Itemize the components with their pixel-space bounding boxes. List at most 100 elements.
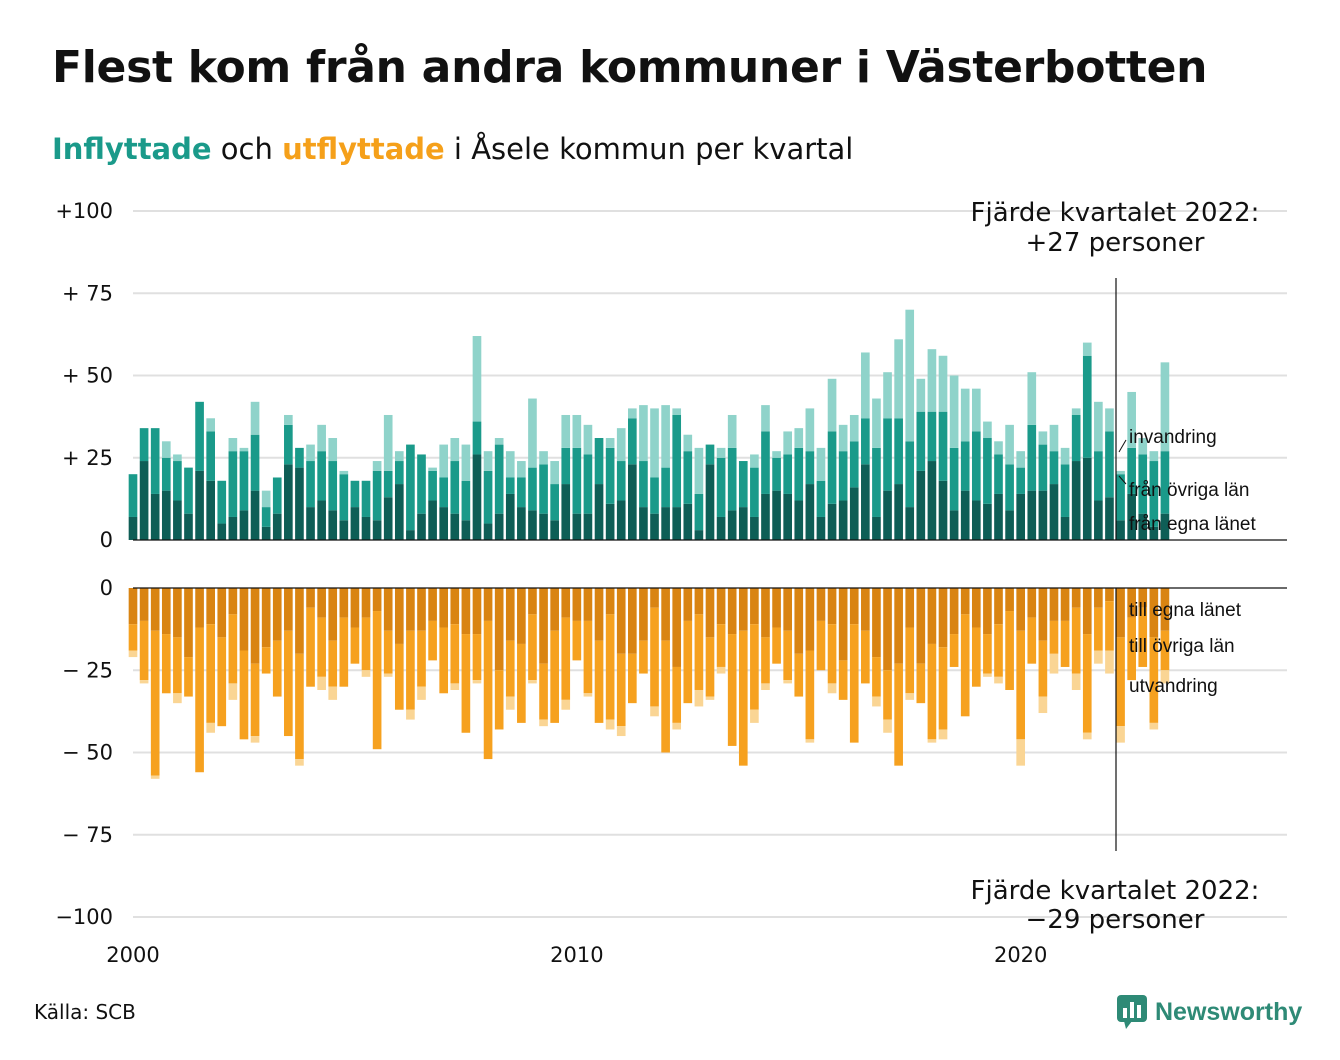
bar-in-0-77	[983, 503, 992, 540]
bar-in-1-8	[217, 480, 227, 524]
bar-in-0-66	[861, 464, 870, 540]
bar-in-0-76	[971, 500, 981, 540]
bar-out-0-9	[228, 588, 238, 615]
bar-in-1-56	[750, 467, 759, 517]
bar-out-0-57	[761, 588, 770, 638]
bar-out-0-26	[417, 588, 426, 631]
bar-in-0-82	[1038, 490, 1048, 540]
newsworthy-logo[interactable]: Newsworthy	[1117, 994, 1302, 1030]
bar-out-0-91	[1138, 588, 1148, 608]
bar-in-2-46	[639, 405, 648, 462]
bar-out-0-46	[639, 588, 648, 641]
bar-in-2-34	[505, 451, 515, 478]
bar-in-1-42	[594, 438, 604, 485]
bar-out-2-43	[605, 719, 615, 730]
bar-in-0-32	[483, 523, 493, 540]
bar-in-0-56	[750, 516, 759, 540]
bar-out-1-32	[483, 620, 493, 760]
y-tick-out-75: − 75	[62, 823, 113, 847]
bar-in-1-33	[494, 444, 504, 514]
bar-in-0-37	[539, 513, 548, 540]
bar-in-0-67	[872, 516, 881, 540]
bar-out-0-42	[594, 588, 604, 641]
bar-in-0-41	[583, 513, 593, 540]
bar-in-1-41	[583, 454, 593, 514]
bar-in-1-82	[1038, 444, 1048, 491]
bar-in-2-14	[284, 414, 293, 425]
bar-out-2-4	[173, 693, 182, 704]
bar-out-1-34	[505, 640, 515, 697]
bar-in-2-69	[894, 339, 903, 419]
bar-out-0-27	[428, 588, 437, 621]
bar-out-0-56	[750, 588, 759, 625]
annotation-bottom-line1: Fjärde kvartalet 2022:	[971, 876, 1260, 906]
x-tick-2010: 2010	[550, 943, 603, 967]
bar-in-2-30	[461, 444, 471, 481]
bar-in-1-45	[628, 418, 637, 465]
bar-in-2-38	[550, 461, 559, 485]
bar-out-1-48	[661, 640, 670, 753]
bar-in-0-49	[672, 507, 682, 540]
bar-in-2-80	[1016, 451, 1026, 468]
bar-in-1-91	[1138, 454, 1148, 514]
bar-in-0-16	[306, 507, 315, 540]
bar-in-0-55	[738, 507, 748, 540]
bar-in-2-62	[816, 447, 826, 481]
bar-in-0-69	[894, 484, 903, 540]
bar-out-0-65	[849, 588, 859, 625]
bar-in-2-77	[983, 421, 992, 439]
bar-out-1-93	[1160, 630, 1170, 671]
bar-in-1-90	[1127, 447, 1136, 494]
bar-in-1-59	[783, 454, 792, 494]
bar-in-1-79	[1005, 464, 1014, 511]
y-tick-out-0: 0	[100, 576, 113, 600]
bar-out-1-65	[849, 624, 859, 743]
bar-out-1-90	[1127, 617, 1136, 681]
bar-in-0-87	[1094, 500, 1103, 540]
bar-out-1-64	[838, 660, 848, 700]
bar-in-0-1	[139, 461, 149, 540]
bar-in-1-24	[394, 461, 404, 485]
bar-out-0-78	[994, 588, 1003, 625]
bar-out-1-43	[605, 614, 615, 720]
bar-in-1-93	[1160, 451, 1170, 514]
bar-out-0-37	[539, 588, 548, 664]
bar-in-0-14	[284, 464, 293, 540]
bar-out-1-42	[594, 640, 604, 723]
bar-in-2-3	[161, 441, 171, 458]
bar-out-1-23	[383, 630, 393, 674]
bar-out-2-77	[983, 673, 992, 677]
bar-in-0-27	[428, 500, 437, 540]
bar-in-0-45	[628, 464, 637, 540]
bar-out-1-71	[916, 663, 926, 704]
bar-in-1-55	[738, 461, 748, 508]
bar-out-2-29	[450, 683, 460, 690]
bar-in-2-45	[628, 408, 637, 419]
bar-in-0-59	[783, 493, 792, 540]
label-fran-ovriga-lan: från övriga län	[1129, 480, 1249, 501]
bar-in-0-28	[439, 507, 449, 540]
bar-in-0-39	[561, 484, 571, 540]
bar-out-2-36	[528, 680, 537, 684]
bar-out-0-92	[1149, 588, 1159, 638]
bar-in-1-65	[849, 441, 859, 488]
bar-out-1-92	[1149, 637, 1159, 723]
bar-in-1-2	[150, 428, 160, 494]
bar-in-0-61	[805, 484, 815, 540]
bar-in-2-41	[583, 424, 593, 455]
bar-out-1-80	[1016, 630, 1026, 740]
bar-out-0-93	[1160, 588, 1170, 631]
bar-out-0-68	[883, 588, 892, 671]
bar-out-2-9	[228, 683, 238, 700]
bar-in-1-54	[727, 447, 737, 511]
bar-out-0-54	[727, 588, 737, 635]
bar-out-0-12	[261, 588, 271, 648]
bar-in-1-9	[228, 451, 238, 517]
bar-in-1-11	[250, 434, 260, 491]
bar-in-1-83	[1049, 451, 1059, 485]
bar-out-0-53	[716, 588, 726, 625]
bar-out-0-83	[1049, 588, 1059, 621]
bar-out-2-78	[994, 676, 1003, 684]
bar-out-2-51	[694, 689, 704, 707]
bar-in-2-74	[949, 375, 959, 448]
